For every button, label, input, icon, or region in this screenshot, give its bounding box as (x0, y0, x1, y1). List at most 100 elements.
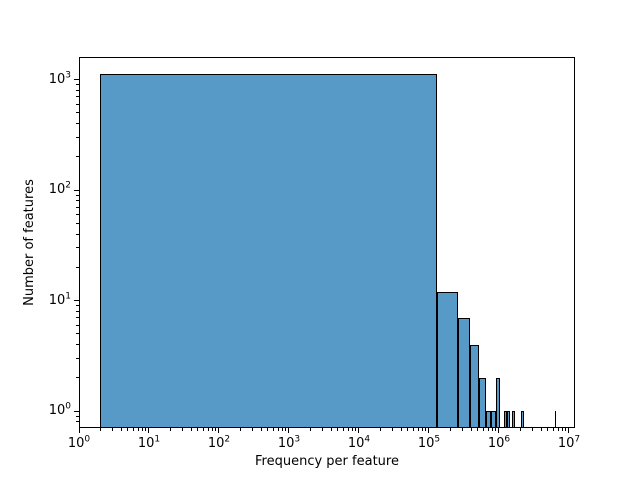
x-major-tick (148, 428, 150, 433)
x-major-tick (78, 428, 80, 433)
y-minor-tick (76, 357, 79, 359)
y-major-tick (74, 410, 79, 412)
x-minor-tick (267, 428, 269, 431)
y-minor-tick (76, 89, 79, 91)
y-minor-tick (76, 112, 79, 114)
x-major-tick (288, 428, 290, 433)
x-minor-tick (281, 428, 283, 431)
x-minor-tick (285, 428, 287, 431)
y-tick-label: 103 (48, 70, 71, 87)
x-major-tick (498, 428, 500, 433)
x-minor-tick (347, 428, 349, 431)
y-minor-tick (76, 233, 79, 235)
y-minor-tick (76, 377, 79, 379)
x-minor-tick (461, 428, 463, 431)
y-minor-tick (76, 103, 79, 105)
x-minor-tick (491, 428, 493, 431)
y-axis-title: Number of features (22, 179, 37, 306)
histogram-bar (555, 411, 557, 428)
x-major-tick (218, 428, 220, 433)
y-tick-label: 102 (48, 180, 71, 198)
x-tick-label: 107 (557, 434, 581, 451)
x-minor-tick (531, 428, 533, 431)
x-minor-tick (99, 428, 101, 431)
x-minor-tick (251, 428, 253, 431)
y-minor-tick (76, 84, 79, 86)
x-minor-tick (277, 428, 279, 431)
x-minor-tick (145, 428, 147, 431)
y-minor-tick (76, 156, 79, 158)
y-minor-tick (76, 421, 79, 423)
x-minor-tick (120, 428, 122, 431)
y-minor-tick (76, 247, 79, 249)
x-minor-tick (202, 428, 204, 431)
x-minor-tick (557, 428, 559, 431)
x-minor-tick (309, 428, 311, 431)
histogram-bar (470, 344, 480, 428)
x-tick-label: 103 (277, 434, 301, 451)
x-minor-tick (260, 428, 262, 431)
x-minor-tick (272, 428, 274, 431)
x-tick-label: 100 (67, 434, 91, 451)
x-minor-tick (181, 428, 183, 431)
x-tick-label: 106 (487, 434, 511, 451)
x-minor-tick (211, 428, 213, 431)
x-minor-tick (207, 428, 209, 431)
x-tick-label: 101 (137, 434, 161, 451)
x-minor-tick (355, 428, 357, 431)
y-minor-tick (76, 317, 79, 319)
y-minor-tick (76, 344, 79, 345)
x-minor-tick (519, 428, 521, 431)
bars-layer (79, 57, 575, 428)
x-major-tick (428, 428, 430, 433)
x-minor-tick (565, 428, 567, 431)
x-major-tick (358, 428, 360, 433)
y-tick-label: 100 (48, 401, 71, 419)
y-minor-tick (76, 206, 79, 208)
y-minor-tick (76, 333, 79, 335)
x-minor-tick (321, 428, 323, 431)
y-minor-tick (76, 324, 79, 326)
x-minor-tick (391, 428, 393, 431)
x-minor-tick (111, 428, 113, 431)
y-tick-label: 101 (48, 291, 71, 308)
y-minor-tick (76, 305, 79, 307)
histogram-bar (458, 317, 471, 428)
y-minor-tick (76, 222, 79, 224)
x-minor-tick (141, 428, 143, 431)
x-minor-tick (552, 428, 554, 431)
x-minor-tick (477, 428, 479, 431)
x-tick-label: 102 (207, 434, 231, 451)
x-minor-tick (495, 428, 497, 431)
y-minor-tick (76, 266, 79, 268)
y-major-tick (74, 189, 79, 191)
x-minor-tick (379, 428, 381, 431)
x-axis-title: Frequency per feature (255, 454, 399, 469)
x-minor-tick (425, 428, 427, 431)
x-minor-tick (215, 428, 217, 431)
histogram-bar (521, 411, 525, 428)
histogram-bar (506, 411, 510, 428)
x-minor-tick (132, 428, 134, 431)
x-minor-tick (239, 428, 241, 431)
y-major-tick (74, 300, 79, 302)
x-minor-tick (470, 428, 472, 431)
x-minor-tick (197, 428, 199, 431)
y-minor-tick (76, 123, 79, 125)
x-minor-tick (547, 428, 549, 431)
y-minor-tick (76, 194, 79, 196)
y-minor-tick (76, 96, 79, 98)
x-major-tick (568, 428, 570, 433)
x-minor-tick (330, 428, 332, 431)
y-major-tick (74, 79, 79, 81)
x-minor-tick (137, 428, 139, 431)
x-minor-tick (421, 428, 423, 431)
x-minor-tick (337, 428, 339, 431)
x-minor-tick (342, 428, 344, 431)
x-tick-label: 104 (347, 434, 371, 451)
y-minor-tick (76, 310, 79, 312)
x-minor-tick (540, 428, 542, 431)
x-minor-tick (407, 428, 409, 431)
x-minor-tick (412, 428, 414, 431)
